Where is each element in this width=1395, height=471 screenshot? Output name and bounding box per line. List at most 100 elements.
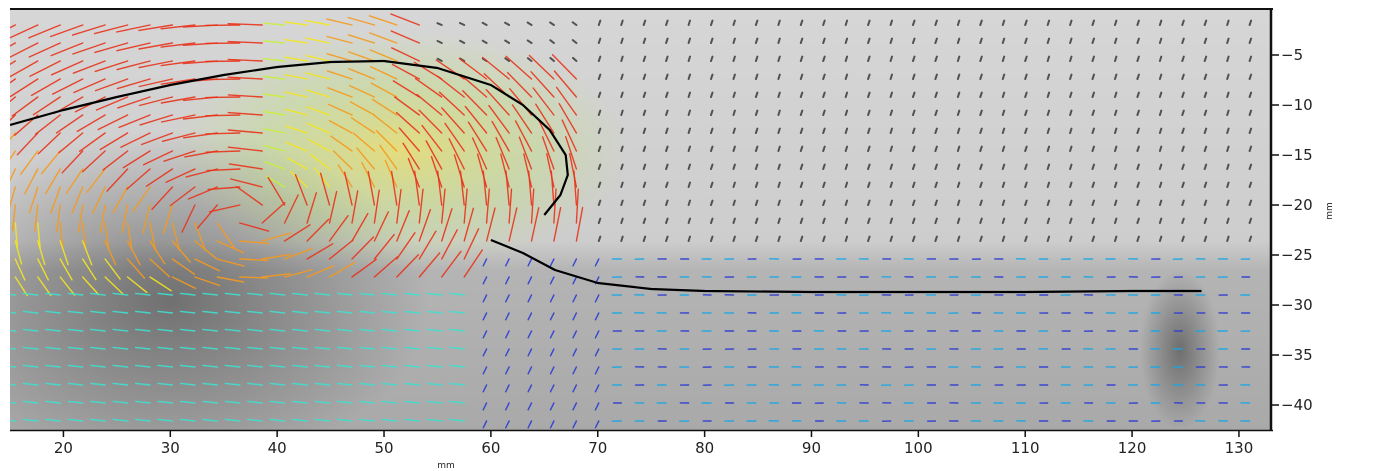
- velocity-vector: [500, 153, 510, 188]
- velocity-vector: [205, 114, 241, 117]
- velocity-vector: [404, 310, 420, 314]
- velocity-vector: [34, 114, 61, 135]
- velocity-vector: [710, 55, 714, 62]
- velocity-vector: [867, 217, 871, 224]
- velocity-vector: [126, 222, 133, 251]
- velocity-vector: [844, 73, 849, 80]
- velocity-vector: [482, 402, 488, 411]
- velocity-vector: [10, 24, 39, 39]
- velocity-vector: [398, 127, 420, 152]
- velocity-vector: [1114, 91, 1118, 98]
- velocity-vector: [261, 232, 292, 242]
- velocity-vector: [620, 199, 624, 206]
- velocity-vector: [157, 292, 174, 296]
- velocity-vector: [844, 181, 849, 188]
- velocity-vector: [934, 55, 938, 62]
- velocity-vector: [227, 94, 263, 98]
- velocity-vector: [934, 19, 938, 26]
- velocity-vector: [14, 240, 23, 265]
- velocity-vector: [269, 382, 286, 386]
- velocity-vector: [306, 106, 331, 116]
- velocity-vector: [934, 217, 938, 224]
- velocity-vector: [404, 382, 420, 386]
- velocity-vector: [1001, 19, 1006, 26]
- velocity-vector: [549, 348, 555, 357]
- velocity-vector: [93, 24, 129, 35]
- velocity-vector: [572, 366, 578, 375]
- velocity-vector: [230, 178, 263, 188]
- velocity-vector: [594, 294, 600, 303]
- velocity-vector: [844, 145, 849, 152]
- velocity-vector: [912, 181, 916, 188]
- velocity-vector: [418, 252, 441, 278]
- velocity-vector: [344, 171, 353, 206]
- velocity-vector: [485, 88, 510, 116]
- velocity-vector: [67, 400, 84, 404]
- velocity-vector: [777, 55, 781, 62]
- velocity-vector: [1046, 217, 1051, 224]
- velocity-vector: [126, 258, 146, 279]
- velocity-vector: [10, 383, 17, 386]
- velocity-vector: [10, 150, 17, 161]
- velocity-vector: [71, 186, 84, 214]
- x-axis-ticks: 20 30 40 50 60 70 80 90 100 110 120 130: [54, 430, 1253, 457]
- velocity-vector: [151, 186, 174, 211]
- velocity-vector: [1046, 127, 1051, 134]
- velocity-vector: [642, 37, 647, 44]
- velocity-vector: [441, 208, 453, 242]
- velocity-vector: [284, 38, 308, 44]
- velocity-vector: [1158, 127, 1163, 134]
- velocity-vector: [1046, 73, 1051, 80]
- velocity-vector: [1091, 217, 1095, 224]
- velocity-vector: [228, 163, 263, 170]
- velocity-vector: [205, 132, 241, 135]
- velocity-vector: [1136, 73, 1140, 80]
- velocity-vector: [956, 217, 961, 224]
- velocity-vector: [555, 86, 578, 116]
- velocity-vector: [327, 103, 353, 116]
- velocity-vector: [665, 235, 669, 242]
- velocity-vector: [459, 39, 466, 44]
- velocity-vector: [527, 294, 533, 303]
- velocity-vector: [332, 150, 353, 170]
- velocity-vector: [404, 292, 420, 296]
- velocity-vector: [732, 19, 736, 26]
- velocity-vector: [381, 382, 398, 386]
- velocity-vector: [572, 56, 578, 62]
- velocity-vector: [844, 91, 849, 98]
- velocity-vector: [394, 96, 420, 116]
- velocity-vector: [396, 209, 410, 242]
- velocity-vector: [305, 89, 331, 98]
- velocity-vector: [889, 163, 893, 170]
- velocity-vector: [505, 312, 510, 321]
- velocity-vector: [844, 163, 849, 170]
- velocity-vector: [134, 364, 151, 368]
- velocity-vector: [1181, 163, 1185, 170]
- velocity-vector: [24, 168, 39, 195]
- velocity-vector: [1091, 127, 1095, 134]
- velocity-vector: [132, 186, 151, 213]
- image-shading: [10, 30, 1220, 430]
- velocity-vector: [369, 49, 398, 62]
- velocity-vector: [482, 420, 488, 429]
- velocity-vector: [777, 19, 781, 26]
- velocity-vector: [710, 217, 714, 224]
- velocity-vector: [594, 420, 600, 429]
- velocity-vector: [504, 57, 511, 62]
- velocity-vector: [10, 347, 17, 350]
- velocity-vector: [482, 384, 488, 393]
- velocity-vector: [495, 136, 510, 170]
- velocity-vector: [504, 21, 511, 26]
- velocity-vector: [264, 161, 286, 170]
- velocity-vector: [157, 400, 174, 404]
- velocity-vector: [572, 258, 578, 267]
- velocity-vector: [642, 109, 647, 116]
- velocity-vector: [348, 68, 376, 80]
- velocity-vector: [224, 346, 241, 350]
- velocity-vector: [67, 328, 84, 332]
- velocity-vector: [1069, 235, 1073, 242]
- velocity-vector: [934, 37, 938, 44]
- velocity-vector: [359, 418, 376, 422]
- velocity-vector: [391, 47, 420, 62]
- velocity-vector: [642, 181, 647, 188]
